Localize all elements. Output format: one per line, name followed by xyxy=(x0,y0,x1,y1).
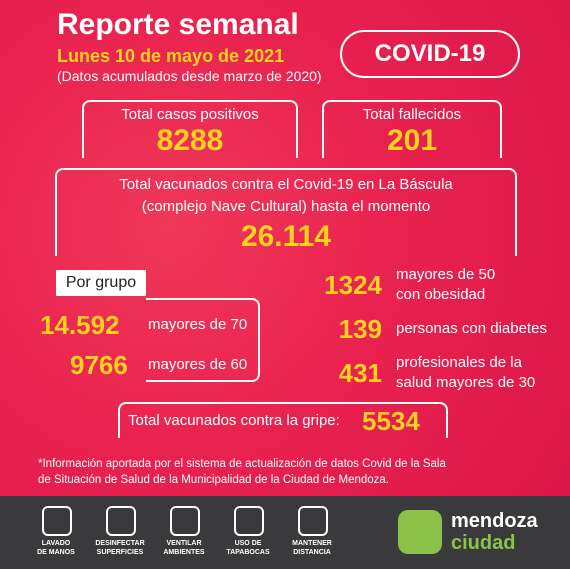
cases-value: 8288 xyxy=(156,124,224,157)
icon-label: USO DE xyxy=(234,540,262,547)
title: Reporte semanal xyxy=(57,8,299,41)
icon-label: DISTANCIA xyxy=(293,549,331,556)
flu-value: 5534 xyxy=(362,406,420,436)
logo-mark xyxy=(398,510,442,554)
footnote: *Información aportada por el sistema de … xyxy=(38,458,446,470)
icon-label: TAPABOCAS xyxy=(226,549,270,556)
group-label: salud mayores de 30 xyxy=(396,374,536,391)
icon-label: MANTENER xyxy=(292,540,332,547)
icon-label: DESINFECTAR xyxy=(95,540,145,547)
vaccinated-line: (complejo Nave Cultural) hasta el moment… xyxy=(141,198,431,215)
logo-text: mendoza xyxy=(451,510,538,532)
cases-label: Total casos positivos xyxy=(121,106,259,123)
logo-text: ciudad xyxy=(451,532,516,554)
group-value: 14.592 xyxy=(40,310,120,340)
footer xyxy=(0,496,570,569)
icon-label: SUPERFICIES xyxy=(96,549,144,556)
group-label: con obesidad xyxy=(396,286,486,303)
icon xyxy=(170,506,200,536)
icon-label: DE MANOS xyxy=(37,549,75,556)
badge: COVID-19 xyxy=(340,30,520,78)
group-label: mayores de 60 xyxy=(148,356,248,373)
deaths-value: 201 xyxy=(386,124,438,157)
date: Lunes 10 de mayo de 2021 xyxy=(57,46,285,66)
cases-box xyxy=(82,100,298,158)
icon-label: LAVADO xyxy=(41,540,71,547)
icon xyxy=(234,506,264,536)
icon xyxy=(42,506,72,536)
group-label: mayores de 70 xyxy=(148,316,248,333)
icon xyxy=(106,506,136,536)
group-label: mayores de 50 xyxy=(396,266,496,283)
flu-box xyxy=(118,402,448,438)
bracket xyxy=(146,298,260,382)
group-label: personas con diabetes xyxy=(396,320,547,337)
deaths-label: Total fallecidos xyxy=(362,106,462,123)
footnote: de Situación de Salud de la Municipalida… xyxy=(38,474,389,486)
group-title: Por grupo xyxy=(56,270,146,296)
group-value: 139 xyxy=(338,314,382,344)
deaths-box xyxy=(322,100,502,158)
vaccinated-value: 26.114 xyxy=(240,220,332,253)
icon-label: VENTILAR xyxy=(166,540,202,547)
group-value: 1324 xyxy=(324,270,382,300)
icon xyxy=(298,506,328,536)
group-value: 431 xyxy=(338,358,382,388)
vaccinated-line: Total vacunados contra el Covid-19 en La… xyxy=(119,176,453,193)
vaccinated-box xyxy=(55,168,517,256)
group-value: 9766 xyxy=(70,350,128,380)
icon-label: AMBIENTES xyxy=(163,549,205,556)
flu-label: Total vacunados contra la gripe: xyxy=(128,412,340,429)
group-label: profesionales de la xyxy=(396,354,522,371)
note: (Datos acumulados desde marzo de 2020) xyxy=(57,68,322,84)
